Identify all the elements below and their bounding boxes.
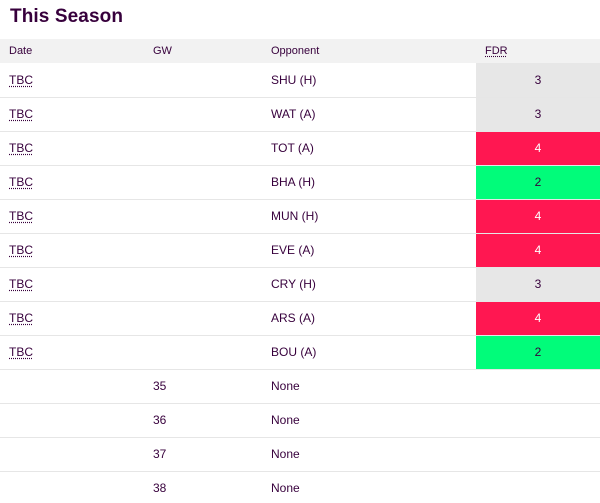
opponent-cell: BHA (H): [271, 175, 316, 189]
header-gw: GW: [153, 45, 172, 57]
fixtures-table: Date GW Opponent FDR TBC SHU (H) 3 TBC WAT (…: [0, 39, 600, 503]
fixtures-body: TBC SHU (H) 3 TBC WAT (A) 3 TBC TOT (A) 4 TBC BHA …: [0, 63, 600, 503]
gameweek-cell: [144, 335, 262, 369]
header-fdr-abbr[interactable]: FDR: [485, 45, 508, 57]
date-value[interactable]: TBC: [9, 277, 33, 291]
table-row: TBC TOT (A) 4: [0, 131, 600, 165]
fdr-badge: 2: [476, 165, 600, 199]
fdr-badge: [476, 437, 600, 471]
date-value[interactable]: TBC: [9, 107, 33, 121]
date-cell: TBC: [0, 301, 144, 335]
gameweek-cell: [144, 267, 262, 301]
opponent-cell: None: [271, 413, 300, 427]
table-row: 37 None: [0, 437, 600, 471]
date-cell: TBC: [0, 199, 144, 233]
gameweek-cell: 38: [153, 481, 167, 495]
date-value[interactable]: TBC: [9, 345, 33, 359]
table-row: TBC BOU (A) 2: [0, 335, 600, 369]
date-value[interactable]: TBC: [9, 175, 33, 189]
gameweek-cell: [144, 131, 262, 165]
opponent-cell: CRY (H): [271, 277, 316, 291]
gameweek-cell: [144, 301, 262, 335]
gameweek-cell: 36: [153, 413, 167, 427]
gameweek-cell: [144, 199, 262, 233]
table-row: 35 None: [0, 369, 600, 403]
fdr-badge: 3: [476, 97, 600, 131]
opponent-cell: ARS (A): [271, 311, 316, 325]
table-row: TBC MUN (H) 4: [0, 199, 600, 233]
opponent-cell: BOU (A): [271, 345, 317, 359]
date-cell: [0, 369, 144, 403]
opponent-cell: TOT (A): [271, 141, 314, 155]
date-cell: [0, 437, 144, 471]
header-opponent: Opponent: [271, 45, 320, 57]
date-value[interactable]: TBC: [9, 311, 33, 325]
gameweek-cell: [144, 165, 262, 199]
date-value[interactable]: TBC: [9, 72, 33, 87]
date-cell: TBC: [0, 233, 144, 267]
fdr-badge: 4: [476, 233, 600, 267]
date-cell: TBC: [0, 63, 144, 97]
header-fdr[interactable]: FDR: [476, 39, 600, 63]
table-header-row: Date GW Opponent FDR: [0, 39, 600, 63]
section-title: This Season: [10, 6, 124, 27]
opponent-cell: None: [271, 447, 300, 461]
fdr-badge: 4: [476, 131, 600, 165]
table-row: TBC ARS (A) 4: [0, 301, 600, 335]
opponent-cell: SHU (H): [271, 72, 317, 87]
opponent-cell: None: [271, 379, 300, 393]
table-row: TBC BHA (H) 2: [0, 165, 600, 199]
gameweek-cell: [144, 63, 262, 97]
date-cell: [0, 403, 144, 437]
gameweek-cell: 35: [153, 379, 167, 393]
fdr-badge: 3: [476, 267, 600, 301]
fdr-badge: 2: [476, 335, 600, 369]
opponent-cell: EVE (A): [271, 243, 315, 257]
date-cell: TBC: [0, 267, 144, 301]
table-row: 36 None: [0, 403, 600, 437]
date-cell: TBC: [0, 97, 144, 131]
fdr-badge: [476, 471, 600, 503]
gameweek-cell: 37: [153, 447, 167, 461]
opponent-cell: WAT (A): [271, 107, 316, 121]
gameweek-cell: [144, 97, 262, 131]
table-row: TBC WAT (A) 3: [0, 97, 600, 131]
opponent-cell: MUN (H): [271, 209, 319, 223]
table-row: TBC SHU (H) 3: [0, 63, 600, 97]
date-value[interactable]: TBC: [9, 141, 33, 155]
table-row: TBC EVE (A) 4: [0, 233, 600, 267]
table-row: 38 None: [0, 471, 600, 503]
date-value[interactable]: TBC: [9, 243, 33, 257]
fdr-badge: 4: [476, 301, 600, 335]
date-value[interactable]: TBC: [9, 209, 33, 223]
fdr-badge: 3: [476, 63, 600, 97]
date-cell: TBC: [0, 165, 144, 199]
fdr-badge: [476, 403, 600, 437]
fdr-badge: [476, 369, 600, 403]
fdr-badge: 4: [476, 199, 600, 233]
gameweek-cell: [144, 233, 262, 267]
opponent-cell: None: [271, 481, 300, 495]
date-cell: TBC: [0, 335, 144, 369]
header-date: Date: [9, 45, 33, 57]
table-row: TBC CRY (H) 3: [0, 267, 600, 301]
date-cell: [0, 471, 144, 503]
date-cell: TBC: [0, 131, 144, 165]
